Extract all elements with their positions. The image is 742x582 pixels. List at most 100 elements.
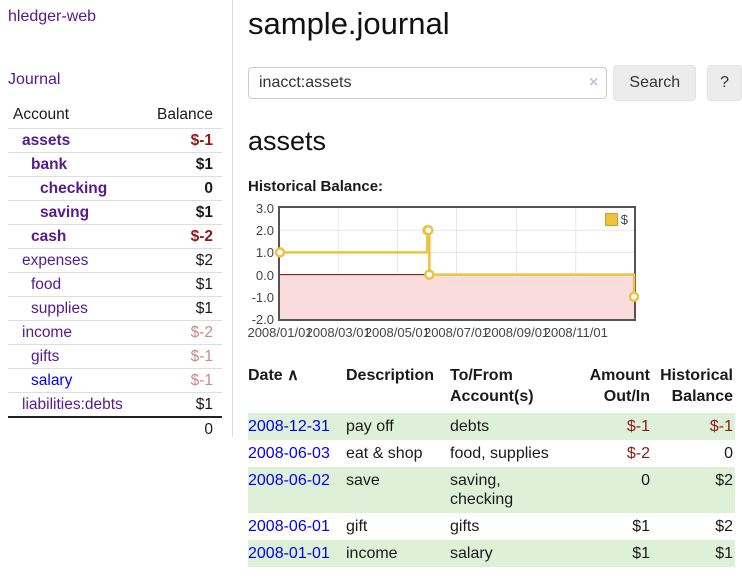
y-tick-label: 1.0 (255, 245, 274, 261)
sidebar: hledger-web Journal Account Balance asse… (0, 0, 233, 441)
help-button[interactable]: ? (707, 65, 742, 101)
account-balance: $1 (144, 392, 222, 417)
transaction-date[interactable]: 2008-06-02 (248, 472, 330, 489)
register-col-amount: Amount Out/In (589, 367, 650, 405)
chart-plot-area[interactable]: $ (274, 206, 640, 321)
search-input[interactable] (248, 67, 608, 99)
register-col-balance: Historical Balance (660, 367, 733, 405)
series-label: $ (620, 212, 628, 227)
account-row: assets $-1 (8, 128, 222, 153)
x-tick-label: 2008/11/01 (543, 325, 608, 340)
nav-journal-link[interactable]: Journal (8, 71, 61, 88)
transaction-date[interactable]: 2008-06-03 (248, 445, 330, 462)
account-link[interactable]: bank (31, 155, 68, 173)
account-row: saving $1 (8, 200, 222, 225)
x-tick-label: 2008/01/01 (247, 325, 313, 340)
register-col-description: Description (346, 367, 435, 384)
main-content: sample.journal × Search ? assets Histori… (233, 0, 742, 567)
transaction-description: pay off (346, 418, 394, 435)
x-tick-label: 2008/07/01 (423, 325, 490, 340)
account-link[interactable]: cash (31, 227, 67, 245)
account-row: checking 0 (8, 176, 222, 201)
register-col-date[interactable]: Date ∧ (248, 367, 299, 384)
transaction-description: income (346, 545, 398, 562)
accounts-table: Account Balance assets $-1 bank $1 checking 0… (8, 104, 222, 441)
account-balance: $1 (144, 200, 222, 225)
account-link[interactable]: gifts (31, 347, 60, 365)
historical-balance-chart[interactable]: $ 3.0 2.0 1.0 0.0 -1.0 -2.0 2008/01/01 2008/03/… (247, 201, 640, 340)
x-tick-label: 2008/03/01 (305, 325, 371, 340)
search-button[interactable]: Search (613, 65, 697, 101)
account-balance: $1 (144, 272, 222, 297)
transaction-date[interactable]: 2008-01-01 (248, 545, 330, 562)
transaction-amount: $-2 (626, 445, 650, 462)
transaction-amount: $-1 (626, 418, 650, 435)
transaction-description: save (346, 472, 380, 489)
y-tick-label: -2.0 (251, 312, 274, 327)
account-row: income $-2 (8, 320, 222, 345)
y-tick-label: 0.0 (255, 267, 274, 283)
transaction-accounts: food, supplies (450, 445, 549, 462)
register-col-accounts: To/From Account(s) (450, 367, 534, 405)
x-tick-label: 2008/09/01 (484, 325, 550, 340)
register-header-row: Date ∧ Description To/From Account(s) Am… (248, 363, 735, 413)
transaction-balance: $2 (715, 472, 733, 489)
series-swatch (604, 213, 618, 226)
transaction-balance: $1 (715, 545, 733, 562)
transaction-date[interactable]: 2008-12-31 (248, 418, 330, 435)
account-row: liabilities:debts $1 (8, 392, 222, 417)
register-row: 2008-06-02 save saving, checking 0 $2 (248, 467, 735, 513)
account-row: food $1 (8, 272, 222, 297)
transaction-balance: $2 (715, 518, 733, 535)
account-balance: $-1 (144, 344, 222, 369)
account-row: expenses $2 (8, 248, 222, 273)
account-balance: $-2 (144, 224, 222, 249)
chart-legend: $ (602, 211, 630, 228)
accounts-col-account: Account (13, 106, 70, 123)
app-layout: hledger-web Journal Account Balance asse… (0, 0, 742, 567)
transaction-accounts: gifts (450, 518, 480, 535)
account-link[interactable]: supplies (31, 299, 88, 317)
account-balance: $2 (144, 248, 222, 273)
account-balance: $-2 (144, 320, 222, 345)
sort-asc-icon: ∧ (287, 367, 299, 384)
clear-search-icon[interactable]: × (589, 74, 599, 91)
transaction-description: eat & shop (346, 445, 423, 462)
account-link[interactable]: checking (40, 179, 108, 197)
account-balance: $1 (144, 296, 222, 321)
register-table: Date ∧ Description To/From Account(s) Am… (248, 363, 735, 567)
account-row: bank $1 (8, 152, 222, 177)
account-row: gifts $-1 (8, 344, 222, 369)
account-row: supplies $1 (8, 296, 222, 321)
account-link[interactable]: food (31, 275, 62, 293)
y-tick-label: -1.0 (251, 289, 274, 305)
transaction-amount: $1 (632, 518, 650, 535)
transaction-accounts: saving, checking (450, 472, 514, 508)
account-link[interactable]: saving (40, 203, 90, 221)
transaction-date[interactable]: 2008-06-01 (248, 518, 330, 535)
account-link[interactable]: income (22, 323, 72, 341)
account-link[interactable]: liabilities:debts (22, 395, 123, 413)
account-balance: $-1 (144, 128, 222, 153)
x-tick-label: 2008/05/01 (364, 325, 430, 340)
account-balance: $-1 (144, 368, 222, 393)
account-balance: 0 (144, 176, 222, 201)
accounts-header-row: Account Balance (8, 104, 222, 129)
page-title: sample.journal (248, 6, 450, 41)
brand-link[interactable]: hledger-web (8, 8, 97, 25)
chart-label: Historical Balance: (248, 178, 384, 195)
account-link[interactable]: salary (31, 371, 73, 389)
y-tick-label: 3.0 (255, 201, 274, 216)
register-row: 2008-01-01 income salary $1 $1 (248, 540, 735, 567)
transaction-amount: $1 (632, 545, 650, 562)
transaction-balance: 0 (724, 445, 733, 462)
accounts-total-balance: 0 (144, 416, 222, 441)
search-box: × (248, 67, 608, 99)
account-link[interactable]: assets (22, 131, 71, 149)
account-row: salary $-1 (8, 368, 222, 393)
accounts-total-row: 0 (8, 416, 222, 441)
account-balance: $1 (144, 152, 222, 177)
account-link[interactable]: expenses (22, 251, 89, 269)
transaction-description: gift (346, 518, 368, 535)
y-tick-label: 2.0 (255, 223, 274, 239)
